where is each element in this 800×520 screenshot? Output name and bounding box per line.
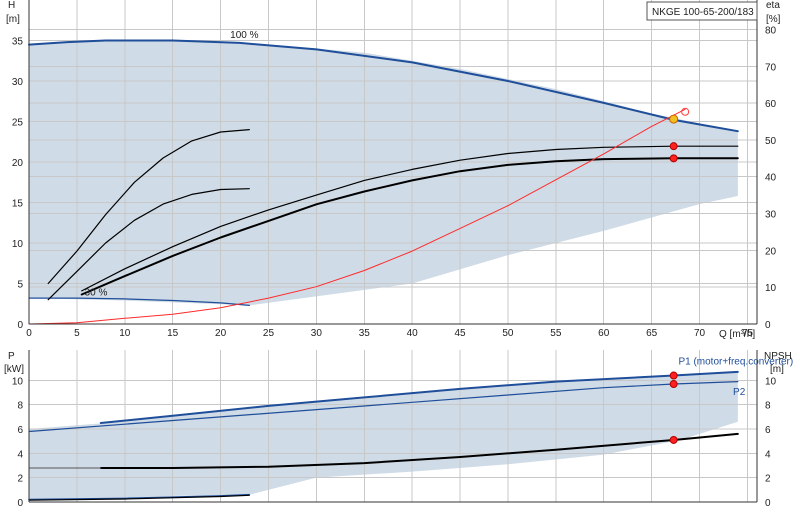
series-P2 (28, 381, 739, 433)
series-head-operating-2 (47, 188, 250, 301)
right-tick-label: 70 (765, 62, 777, 73)
right-tick-label: 0 (765, 498, 771, 509)
power-npsh-panel: 0 2 4 6 8 10 0 2 4 6 8 10 P1 (motor+freq.converter)… (4, 350, 793, 509)
series-head-max (28, 39, 739, 133)
right-tick-label: 2 (765, 474, 771, 485)
envelope-area (29, 40, 738, 306)
left-tick-label: 0 (17, 320, 23, 331)
x-tick-label: 15 (167, 328, 179, 339)
duty-point-marker (669, 154, 678, 163)
duty-point-marker (669, 380, 678, 389)
x-tick-label: 70 (694, 328, 706, 339)
left-tick-label: 2 (17, 474, 23, 485)
right-tick-label: 40 (765, 173, 777, 184)
x-tick-label: 30 (311, 328, 323, 339)
series-head-min (28, 297, 250, 307)
operating-range-envelope (29, 40, 738, 306)
right-tick-label: 30 (765, 210, 777, 221)
left-tick-label: 0 (17, 498, 23, 509)
series-head-operating (47, 129, 250, 285)
left-axis-label-p: P (8, 351, 15, 362)
left-tick-label: 30 (12, 77, 24, 88)
right-axis-label-eta: eta (766, 0, 780, 11)
x-tick-label: 50 (502, 328, 514, 339)
left-tick-label: 35 (12, 37, 24, 48)
series-system-curve (28, 108, 686, 325)
series-NPSH (99, 432, 739, 469)
top-series (28, 39, 739, 325)
curve-annotation: 30 % (85, 288, 108, 299)
x-tick-label: 45 (454, 328, 466, 339)
right-tick-label: 10 (765, 283, 777, 294)
curve-annotation: P1 (motor+freq.converter) (678, 357, 793, 368)
duty-point-marker (669, 371, 678, 380)
left-tick-label: 15 (12, 199, 24, 210)
chart-title: NKGE 100-65-200/183 (652, 7, 754, 18)
x-tick-label: 0 (26, 328, 32, 339)
right-axis-unit-pct: [%] (766, 14, 781, 25)
series-power-min-2 (28, 494, 250, 501)
top-duty-markers (669, 107, 690, 163)
right-tick-label: 8 (765, 401, 771, 412)
duty-point-marker (669, 114, 679, 124)
left-tick-label: 25 (12, 118, 24, 129)
x-tick-label: 60 (598, 328, 610, 339)
right-tick-label: 80 (765, 25, 777, 36)
head-efficiency-panel: 0 5 10 15 20 25 30 35 0 10 20 30 40 50 60 70 80 0 5 10 15 20 2… (6, 0, 781, 340)
left-tick-label: 10 (12, 376, 24, 387)
x-tick-label: 5 (74, 328, 80, 339)
curve-annotation: 100 % (230, 30, 258, 41)
bottom-tick-labels: 0 2 4 6 8 10 0 2 4 6 8 10 (12, 376, 777, 509)
duty-point-marker (669, 435, 678, 444)
top-tick-labels: 0 5 10 15 20 25 30 35 0 10 20 30 40 50 60 70 80 0 5 10 15 20 2… (12, 25, 777, 339)
x-axis-label: Q [m³/h] (719, 329, 755, 340)
right-tick-label: 20 (765, 246, 777, 257)
bottom-annotations: P1 (motor+freq.converter) P2 (678, 357, 793, 398)
left-tick-label: 8 (17, 401, 23, 412)
left-axis-unit-m: [m] (6, 14, 20, 25)
x-tick-label: 35 (359, 328, 371, 339)
x-tick-label: 65 (646, 328, 658, 339)
duty-point-marker (669, 142, 678, 151)
x-tick-label: 40 (407, 328, 419, 339)
right-axis-unit-m: [m] (770, 364, 784, 375)
bottom-series (28, 370, 739, 501)
right-tick-label: 4 (765, 449, 771, 460)
left-axis-label-h: H (8, 0, 15, 11)
duty-point-marker (681, 107, 690, 116)
x-tick-label: 75 (742, 328, 754, 339)
curve-annotation: P2 (733, 387, 746, 398)
top-axes (28, 0, 758, 325)
right-tick-label: 10 (765, 376, 777, 387)
left-axis-unit-kw: [kW] (4, 364, 24, 375)
left-tick-label: 5 (17, 280, 23, 291)
left-tick-label: 20 (12, 158, 24, 169)
right-tick-label: 60 (765, 99, 777, 110)
left-tick-label: 4 (17, 449, 23, 460)
right-tick-label: 6 (765, 425, 771, 436)
x-tick-label: 25 (263, 328, 275, 339)
x-tick-label: 55 (550, 328, 562, 339)
right-axis-label-npsh: NPSH (764, 351, 792, 362)
left-tick-label: 10 (12, 239, 24, 250)
series-P1 (99, 370, 739, 424)
top-annotations: 100 % 30 % (85, 30, 259, 299)
title-box (646, 1, 758, 21)
bottom-axes (28, 350, 758, 503)
series-eta-main (80, 157, 739, 296)
x-tick-label: 10 (119, 328, 131, 339)
series-eta-upper (81, 145, 739, 292)
left-tick-label: 6 (17, 425, 23, 436)
right-tick-label: 0 (765, 320, 771, 331)
right-tick-label: 50 (765, 136, 777, 147)
x-tick-label: 20 (215, 328, 227, 339)
bottom-duty-markers (669, 371, 678, 444)
